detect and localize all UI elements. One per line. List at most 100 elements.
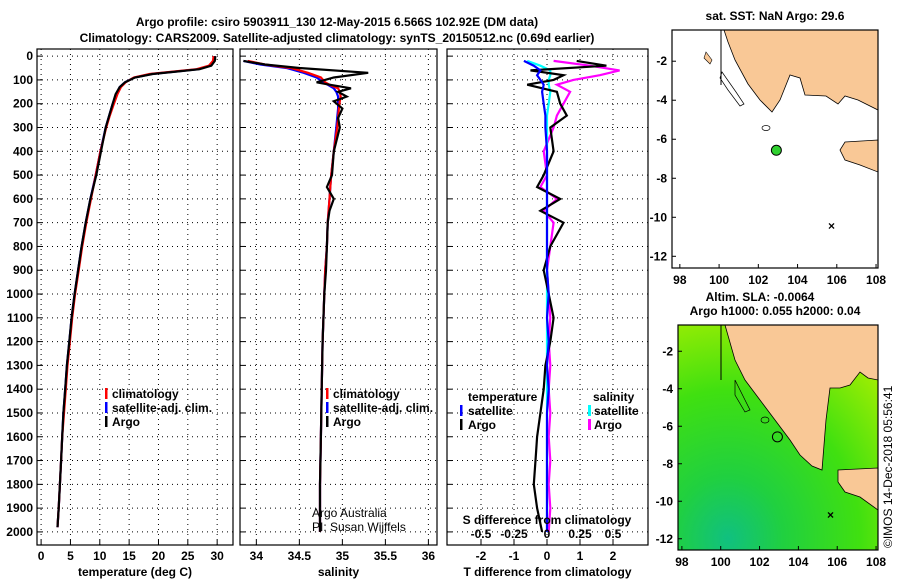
y-tick-label: 0 — [26, 49, 33, 63]
legend-label: satellite-adj. clim. — [333, 401, 433, 415]
y-tick-label: 1500 — [6, 406, 33, 420]
legend-title-temperature: temperature — [468, 390, 538, 404]
y-tick-label: 2000 — [6, 525, 33, 539]
legend-swatch — [105, 388, 108, 399]
x-tick-label: 34 — [250, 549, 264, 563]
salinity-panel: 34 34.5 35 35.5 36 salinity climatologysatelli… — [239, 48, 438, 579]
legend-swatch — [460, 405, 463, 416]
sla-map-title-line1: Altim. SLA: -0.0064 — [706, 290, 815, 304]
s-tick-label: -0.25 — [500, 527, 528, 541]
legend-swatch — [326, 388, 329, 399]
figure-title-line1: Argo profile: csiro 5903911_130 12-May-2… — [136, 15, 538, 29]
series-line-salinity-argo — [538, 59, 620, 532]
series-line-argo — [56, 55, 217, 528]
y-tick-label: 1600 — [6, 430, 33, 444]
y-tick-label: 1300 — [6, 358, 33, 372]
sst-map-title: sat. SST: NaN Argo: 29.6 — [706, 9, 845, 23]
y-tick-label: 900 — [13, 263, 33, 277]
y-tick-label: 800 — [13, 239, 33, 253]
x-tick-label: 36 — [422, 549, 436, 563]
y-tick-label: 200 — [13, 97, 33, 111]
legend-swatch — [460, 419, 463, 430]
x-axis-label: salinity — [318, 565, 360, 579]
lon-tick-label: 108 — [866, 555, 886, 569]
lon-tick-label: 108 — [866, 273, 886, 287]
svg-text:×: × — [827, 508, 834, 522]
legend-label: satellite-adj. clim. — [112, 401, 212, 415]
lat-tick-label: -10 — [656, 494, 674, 508]
s-tick-label: 0 — [544, 527, 551, 541]
legend-label: climatology — [333, 387, 400, 401]
lat-tick-label: -12 — [656, 532, 674, 546]
plot-frame — [239, 48, 438, 546]
legend-label: satellite — [468, 404, 513, 418]
svg-text:×: × — [828, 219, 835, 233]
s-tick-label: 0.5 — [605, 527, 622, 541]
series-line-argo — [243, 59, 369, 532]
x-tick-label: 30 — [210, 549, 224, 563]
lat-tick-label: -6 — [662, 419, 673, 433]
y-tick-label: 1200 — [6, 335, 33, 349]
legend-title-salinity: salinity — [593, 390, 635, 404]
difference-panel: -2 -1 0 1 2 T difference from climatology temp… — [446, 48, 649, 579]
lon-tick-label: 102 — [748, 273, 768, 287]
y-tick-label: 500 — [13, 168, 33, 182]
x-tick-label: 0 — [38, 549, 45, 563]
y-tick-label: 100 — [13, 73, 33, 87]
y-tick-label: 1100 — [7, 311, 33, 325]
lon-tick-label: 106 — [827, 273, 847, 287]
y-tick-label: 1800 — [6, 477, 33, 491]
x-tick-label: 2 — [610, 549, 617, 563]
x-tick-label: -2 — [476, 549, 487, 563]
legend-swatch — [588, 419, 591, 430]
land-masses: × — [720, 325, 878, 522]
x-tick-label: 0 — [544, 549, 551, 563]
x-tick-label: 34.5 — [288, 549, 312, 563]
x-tick-label: 20 — [152, 549, 166, 563]
y-tick-label: 1400 — [6, 382, 33, 396]
legend-swatch — [326, 402, 329, 413]
sla-map-title-line2: Argo h1000: 0.055 h2000: 0.04 — [690, 304, 861, 318]
lon-tick-label: 106 — [827, 555, 847, 569]
y-tick-label: 300 — [13, 121, 33, 135]
x-tick-label: 15 — [122, 549, 136, 563]
lon-tick-label: 104 — [788, 555, 808, 569]
y-tick-label: 600 — [13, 192, 33, 206]
plot-frame — [446, 48, 649, 546]
y-tick-label: 1700 — [6, 454, 33, 468]
float-position-marker — [770, 144, 782, 156]
temperature-panel: 0 5 10 15 20 25 300100200300400500600700800900… — [6, 48, 234, 579]
figure-title-line2: Climatology: CARS2009. Satellite-adjuste… — [80, 31, 595, 45]
series-line-temperature-satellite — [523, 59, 550, 532]
x-tick-label: 35 — [336, 549, 350, 563]
lat-tick-label: -2 — [656, 54, 667, 68]
legend-swatch — [105, 402, 108, 413]
x-tick-label: 10 — [93, 549, 107, 563]
y-tick-label: 1000 — [6, 287, 33, 301]
x-tick-label: -1 — [509, 549, 520, 563]
y-tick-label: 700 — [13, 216, 33, 230]
legend-label: Argo — [333, 415, 361, 429]
lat-tick-label: -6 — [656, 132, 667, 146]
lon-tick-label: 102 — [750, 555, 770, 569]
series-line-temperature-argo — [526, 59, 607, 533]
legend-label: Argo — [594, 418, 622, 432]
credit-text: Argo Australia — [312, 506, 387, 520]
x-tick-label: 25 — [181, 549, 195, 563]
x-tick-label: 5 — [67, 549, 74, 563]
lon-tick-label: 98 — [675, 555, 689, 569]
legend-label: Argo — [468, 418, 496, 432]
s-tick-label: -0.5 — [471, 527, 492, 541]
s-axis-label: S difference from climatology — [463, 513, 632, 527]
x-axis-label: T difference from climatology — [463, 565, 631, 579]
float-position-marker — [771, 431, 783, 443]
y-tick-label: 1900 — [6, 501, 33, 515]
lon-tick-label: 104 — [788, 273, 808, 287]
lat-tick-label: -8 — [656, 171, 667, 185]
y-tick-label: 400 — [13, 144, 33, 158]
plot-frame — [36, 48, 234, 546]
series-line-climatology — [247, 59, 342, 532]
series-line-satellite-adj-clim- — [56, 55, 216, 528]
series-line-climatology — [56, 55, 215, 528]
